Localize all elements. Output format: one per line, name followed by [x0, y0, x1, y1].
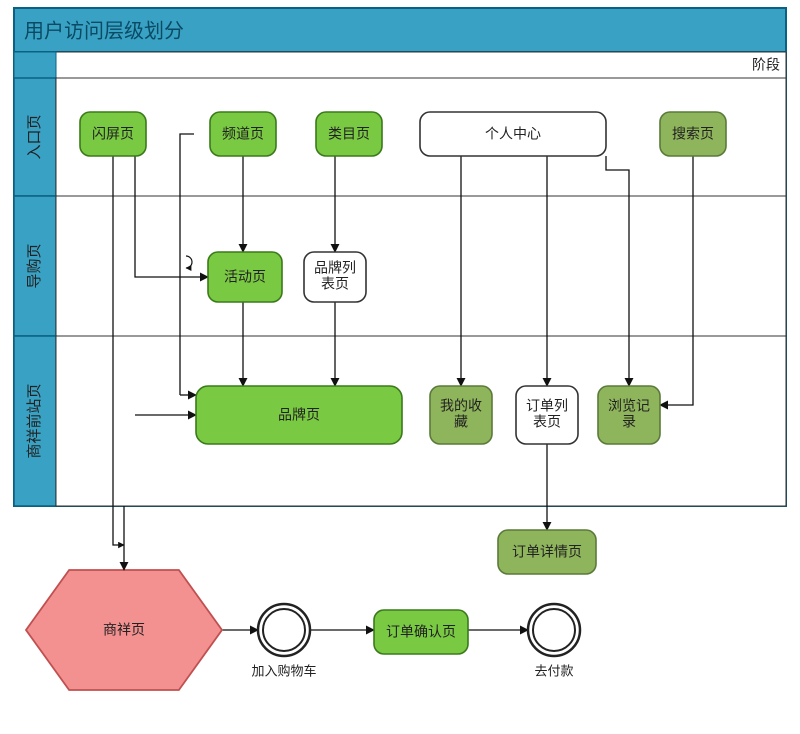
node-pay-outer — [528, 604, 580, 656]
node-label-orderlist-1: 表页 — [533, 414, 561, 430]
node-label-browse-0: 浏览记 — [608, 398, 650, 414]
phase-header-spacer — [14, 52, 56, 78]
node-label-brand: 品牌页 — [278, 407, 320, 423]
node-label-category: 类目页 — [328, 126, 370, 142]
node-label-fav-1: 藏 — [454, 414, 468, 430]
diagram-title: 用户访问层级划分 — [24, 19, 184, 42]
lane-label-lane1: 入口页 — [26, 114, 43, 159]
node-label-search: 搜索页 — [672, 126, 714, 142]
lane-body-lane3 — [56, 336, 786, 506]
phase-header — [56, 52, 786, 78]
node-label-personal: 个人中心 — [485, 126, 541, 142]
lane-body-lane2 — [56, 196, 786, 336]
edge-aux — [113, 506, 124, 545]
node-label-addcart: 加入购物车 — [251, 663, 316, 678]
node-label-brandlist-1: 表页 — [321, 276, 349, 292]
node-label-orderdetail: 订单详情页 — [512, 544, 582, 560]
node-label-browse-1: 录 — [622, 414, 636, 430]
node-label-brandlist-0: 品牌列 — [314, 260, 356, 276]
phase-label: 阶段 — [752, 57, 780, 73]
node-label-detail: 商祥页 — [103, 622, 145, 638]
flowchart-canvas: 用户访问层级划分阶段入口页导购页商祥前站页 闪屏页 频道页 类目页 个人中心 搜索页活动页… — [0, 0, 800, 734]
node-addcart-outer — [258, 604, 310, 656]
node-label-pay: 去付款 — [534, 663, 573, 678]
lane-label-lane2: 导购页 — [26, 243, 43, 288]
node-label-splash: 闪屏页 — [92, 126, 134, 142]
node-label-fav-0: 我的收 — [440, 398, 482, 414]
node-label-confirm: 订单确认页 — [386, 624, 456, 640]
node-label-channel: 频道页 — [222, 126, 264, 142]
lane-label-lane3: 商祥前站页 — [26, 383, 43, 458]
node-label-activity: 活动页 — [224, 269, 266, 285]
node-label-orderlist-0: 订单列 — [526, 398, 568, 414]
